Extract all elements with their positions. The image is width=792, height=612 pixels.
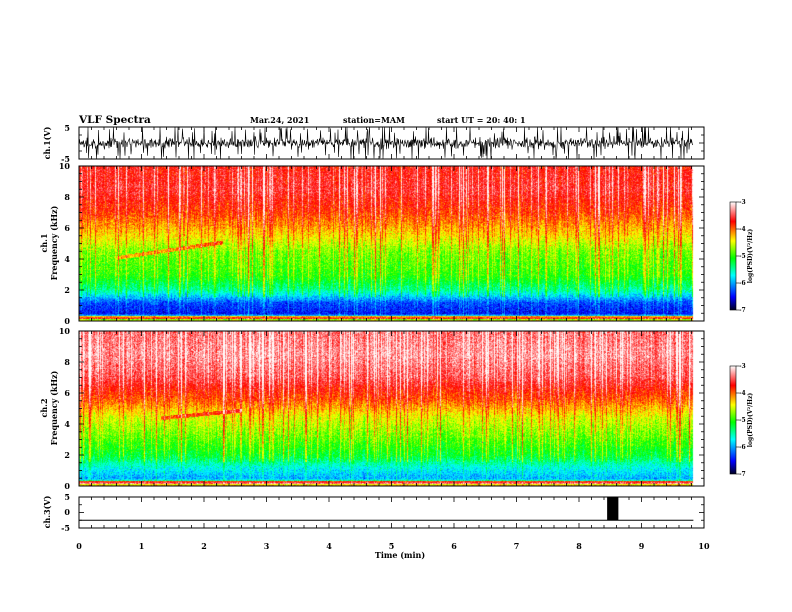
ch2-spectrogram-ticks — [78, 330, 705, 487]
ch1-spectrogram-ylabel-channel: ch.1 — [39, 233, 49, 252]
ch1-freq-tick-8: 8 — [64, 192, 70, 202]
ch1-ytick-5: 5 — [64, 123, 70, 133]
ch1-freq-tick-10: 10 — [59, 161, 71, 171]
ch2-freq-tick-10: 10 — [59, 326, 71, 336]
ch2-cb-tick-6: -6 — [739, 444, 746, 451]
ch3-waveform-ticks — [78, 496, 705, 529]
header-start-time: start UT = 20: 40: 1 — [437, 115, 526, 125]
ch2-colorbar — [729, 365, 737, 475]
ch1-cb-tick-3: -3 — [739, 199, 746, 206]
ch2-freq-tick-2: 2 — [64, 450, 70, 460]
xtick-1: 1 — [139, 541, 145, 551]
ch1-waveform-ticks — [78, 126, 705, 160]
ch1-colorbar — [729, 201, 737, 311]
ch1-freq-tick-4: 4 — [64, 254, 70, 264]
ch1-waveform-panel: 5 -5 ch.1(V) — [42, 123, 705, 164]
ch3-ytick-minus5: -5 — [61, 523, 70, 533]
ch1-spectrogram-ticks — [78, 165, 705, 322]
ch1-spectrogram-ylabel-frequency: Frequency (kHz) — [49, 205, 59, 280]
ch2-spectrogram-image — [79, 331, 704, 486]
ch1-colorbar-label: log(PSD)(V²/Hz) — [747, 229, 754, 284]
xtick-3: 3 — [264, 541, 270, 551]
ch3-ytick-5: 5 — [64, 492, 70, 502]
xtick-2: 2 — [201, 541, 207, 551]
ch2-cb-tick-4: -4 — [739, 390, 746, 397]
ch1-spectrogram-image — [79, 166, 704, 321]
ch2-cb-tick-5: -5 — [739, 417, 746, 424]
ch1-freq-tick-6: 6 — [64, 223, 70, 233]
ch1-ytick-minus5: -5 — [61, 154, 70, 164]
ch2-cb-tick-7: -7 — [739, 471, 746, 478]
ch1-cb-tick-5: -5 — [739, 253, 746, 260]
ch3-waveform-panel: 5 0 -5 ch.3(V) 0 1 2 3 4 5 6 7 8 9 10 Ti… — [42, 492, 710, 560]
xtick-8: 8 — [576, 541, 582, 551]
ch1-cb-tick-7: -7 — [739, 307, 746, 314]
ch2-colorbar-label: log(PSD)(V²/Hz) — [747, 393, 754, 448]
ch2-spectrogram-panel: 0 2 4 6 8 10 ch.2 Frequency (kHz) -3 -4 … — [39, 326, 754, 491]
ch2-freq-tick-4: 4 — [64, 419, 70, 429]
ch1-freq-tick-0: 0 — [64, 316, 70, 326]
xtick-10: 10 — [698, 541, 710, 551]
ch2-freq-tick-8: 8 — [64, 357, 70, 367]
ch1-waveform-ylabel: ch.1(V) — [42, 126, 52, 159]
ch1-cb-tick-4: -4 — [739, 226, 746, 233]
ch3-waveform-ylabel: ch.3(V) — [42, 495, 52, 528]
xtick-7: 7 — [514, 541, 520, 551]
ch1-spectrogram-panel: 0 2 4 6 8 10 ch.1 Frequency (kHz) -3 -4 … — [39, 161, 754, 326]
ch1-cb-tick-6: -6 — [739, 280, 746, 287]
xtick-5: 5 — [389, 541, 395, 551]
ch2-spectrogram-ylabel-channel: ch.2 — [39, 398, 49, 417]
header-station: station=MAM — [343, 115, 405, 125]
xtick-6: 6 — [451, 541, 457, 551]
header-date: Mar.24, 2021 — [250, 115, 309, 125]
ch2-cb-tick-3: -3 — [739, 363, 746, 370]
figure-title: VLF Spectra — [78, 114, 151, 126]
xtick-4: 4 — [326, 541, 332, 551]
ch1-waveform-line — [79, 126, 694, 160]
ch1-freq-tick-2: 2 — [64, 285, 70, 295]
x-axis-label: Time (min) — [375, 550, 425, 560]
xtick-9: 9 — [639, 541, 645, 551]
ch3-ytick-0: 0 — [64, 507, 70, 517]
ch2-freq-tick-0: 0 — [64, 481, 70, 491]
ch2-freq-tick-6: 6 — [64, 388, 70, 398]
xtick-0: 0 — [76, 541, 82, 551]
ch1-colorbar-ticks — [736, 201, 739, 311]
ch3-pulse — [607, 497, 619, 521]
ch2-colorbar-ticks — [736, 365, 739, 475]
ch1-waveform-trace — [79, 126, 694, 160]
ch2-spectrogram-ylabel-frequency: Frequency (kHz) — [49, 370, 59, 445]
